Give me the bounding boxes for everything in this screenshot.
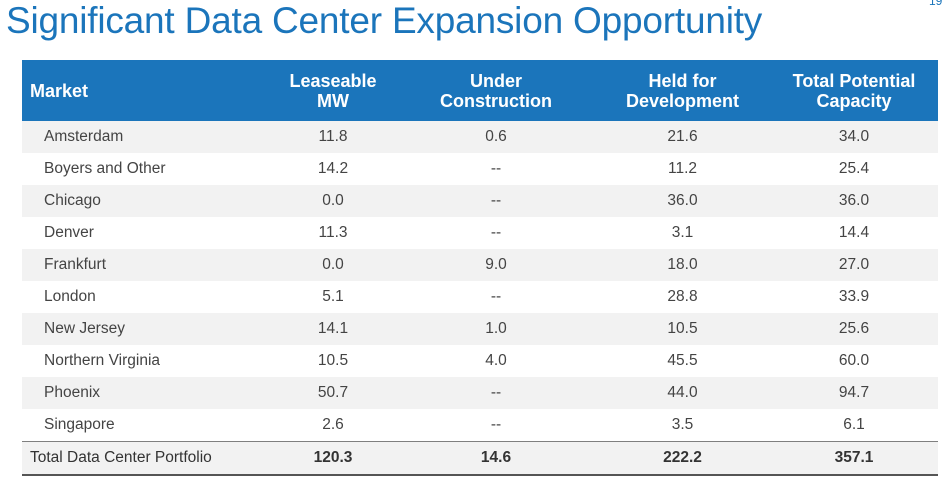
header-under-construction-line2: Construction (440, 90, 552, 111)
cell-market: Phoenix (22, 377, 269, 409)
page-title: Significant Data Center Expansion Opport… (6, 0, 763, 41)
table-row: Phoenix 50.7 -- 44.0 94.7 (22, 377, 938, 409)
cell-total: 36.0 (770, 185, 938, 217)
header-total-line1: Total Potential (792, 70, 916, 91)
table-row: Denver 11.3 -- 3.1 14.4 (22, 217, 938, 249)
cell-held: 3.5 (595, 409, 770, 442)
header-under-construction: Under Construction (397, 60, 595, 121)
cell-under-construction: -- (397, 281, 595, 313)
header-leaseable: Leaseable MW (269, 60, 397, 121)
cell-market: New Jersey (22, 313, 269, 345)
cell-leaseable: 10.5 (269, 345, 397, 377)
cell-under-construction: 4.0 (397, 345, 595, 377)
header-total-capacity: Total Potential Capacity (770, 60, 938, 121)
page-number: 19 (929, 0, 943, 8)
cell-leaseable: 11.3 (269, 217, 397, 249)
cell-under-construction: -- (397, 153, 595, 185)
total-market: Total Data Center Portfolio (22, 441, 269, 476)
cell-under-construction: 0.6 (397, 121, 595, 153)
cell-held: 10.5 (595, 313, 770, 345)
cell-held: 36.0 (595, 185, 770, 217)
cell-total: 94.7 (770, 377, 938, 409)
header-held-for-development: Held for Development (595, 60, 770, 121)
cell-leaseable: 14.2 (269, 153, 397, 185)
cell-total: 60.0 (770, 345, 938, 377)
cell-total: 14.4 (770, 217, 938, 249)
cell-market: Denver (22, 217, 269, 249)
table-row: New Jersey 14.1 1.0 10.5 25.6 (22, 313, 938, 345)
table-body: Amsterdam 11.8 0.6 21.6 34.0 Boyers and … (22, 121, 938, 442)
header-leaseable-line2: MW (317, 90, 349, 111)
table-row: Chicago 0.0 -- 36.0 36.0 (22, 185, 938, 217)
table-header: Market Leaseable MW Under Construction H… (22, 60, 938, 121)
cell-held: 28.8 (595, 281, 770, 313)
table-row: Boyers and Other 14.2 -- 11.2 25.4 (22, 153, 938, 185)
cell-total: 34.0 (770, 121, 938, 153)
cell-total: 25.4 (770, 153, 938, 185)
cell-under-construction: -- (397, 185, 595, 217)
cell-leaseable: 11.8 (269, 121, 397, 153)
table-row: Northern Virginia 10.5 4.0 45.5 60.0 (22, 345, 938, 377)
cell-under-construction: 9.0 (397, 249, 595, 281)
table-footer: Total Data Center Portfolio 120.3 14.6 2… (22, 441, 938, 476)
total-leaseable: 120.3 (269, 441, 397, 476)
header-total-line2: Capacity (816, 90, 892, 111)
cell-leaseable: 0.0 (269, 185, 397, 217)
cell-market: Singapore (22, 409, 269, 442)
cell-leaseable: 2.6 (269, 409, 397, 442)
table-row: London 5.1 -- 28.8 33.9 (22, 281, 938, 313)
cell-leaseable: 14.1 (269, 313, 397, 345)
cell-under-construction: 1.0 (397, 313, 595, 345)
total-row: Total Data Center Portfolio 120.3 14.6 2… (22, 441, 938, 476)
header-held-line2: Development (625, 90, 740, 111)
cell-total: 33.9 (770, 281, 938, 313)
table-row: Frankfurt 0.0 9.0 18.0 27.0 (22, 249, 938, 281)
cell-held: 21.6 (595, 121, 770, 153)
cell-total: 6.1 (770, 409, 938, 442)
cell-held: 18.0 (595, 249, 770, 281)
cell-total: 27.0 (770, 249, 938, 281)
cell-market: Amsterdam (22, 121, 269, 153)
header-row: Market Leaseable MW Under Construction H… (22, 60, 938, 121)
header-under-construction-line1: Under (469, 70, 522, 91)
cell-held: 3.1 (595, 217, 770, 249)
cell-under-construction: -- (397, 217, 595, 249)
cell-market: Chicago (22, 185, 269, 217)
header-market: Market (22, 60, 269, 121)
header-market-label: Market (30, 80, 89, 101)
header-leaseable-line1: Leaseable (289, 70, 377, 91)
cell-market: Northern Virginia (22, 345, 269, 377)
cell-leaseable: 0.0 (269, 249, 397, 281)
total-under-construction: 14.6 (397, 441, 595, 476)
cell-leaseable: 50.7 (269, 377, 397, 409)
capacity-table: Market Leaseable MW Under Construction H… (22, 60, 938, 476)
cell-held: 11.2 (595, 153, 770, 185)
cell-held: 45.5 (595, 345, 770, 377)
cell-under-construction: -- (397, 377, 595, 409)
total-held: 222.2 (595, 441, 770, 476)
table-row: Amsterdam 11.8 0.6 21.6 34.0 (22, 121, 938, 153)
cell-market: Boyers and Other (22, 153, 269, 185)
header-held-line1: Held for (648, 70, 717, 91)
cell-total: 25.6 (770, 313, 938, 345)
cell-leaseable: 5.1 (269, 281, 397, 313)
total-capacity: 357.1 (770, 441, 938, 476)
cell-under-construction: -- (397, 409, 595, 442)
cell-market: London (22, 281, 269, 313)
cell-market: Frankfurt (22, 249, 269, 281)
cell-held: 44.0 (595, 377, 770, 409)
table-row: Singapore 2.6 -- 3.5 6.1 (22, 409, 938, 442)
